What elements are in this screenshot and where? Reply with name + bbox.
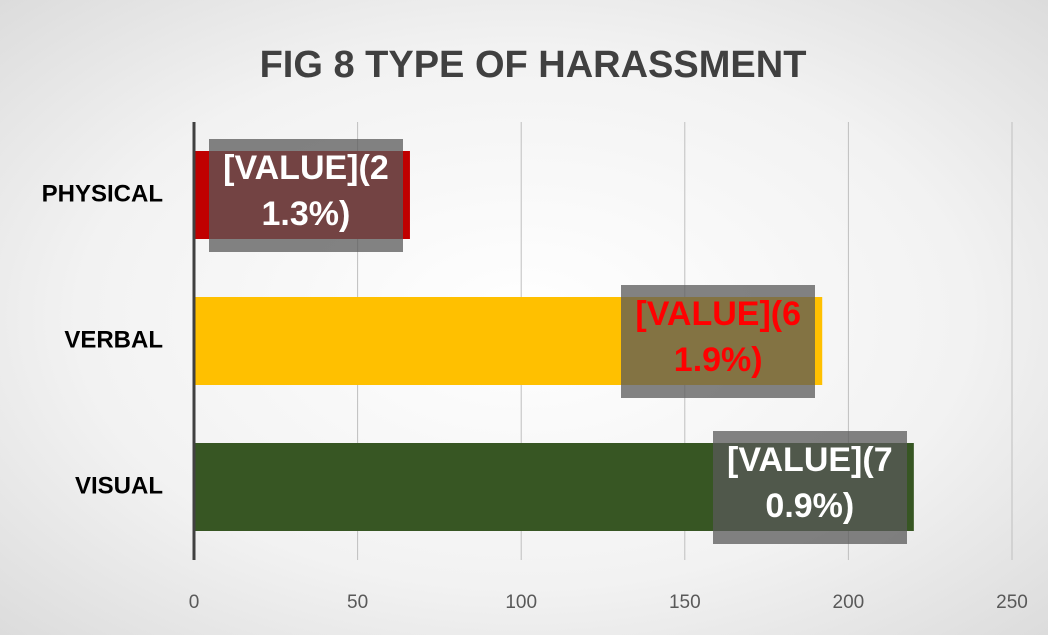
data-label: [VALUE](61.9%): [621, 285, 816, 398]
x-tick-label: 250: [996, 592, 1028, 613]
x-tick-label: 200: [833, 592, 865, 613]
x-tick-label: 100: [505, 592, 537, 613]
x-tick-label: 0: [189, 592, 200, 613]
data-label: [VALUE](21.3%): [208, 139, 403, 252]
x-tick-label: 150: [669, 592, 701, 613]
y-tick-label: VERBAL: [64, 326, 163, 353]
data-label: [VALUE](70.9%): [712, 431, 907, 544]
y-tick-label: VISUAL: [75, 472, 163, 499]
y-tick-label: PHYSICAL: [42, 180, 163, 207]
chart-title: FIG 8 TYPE OF HARASSMENT: [260, 44, 807, 86]
x-tick-label: 50: [347, 592, 368, 613]
